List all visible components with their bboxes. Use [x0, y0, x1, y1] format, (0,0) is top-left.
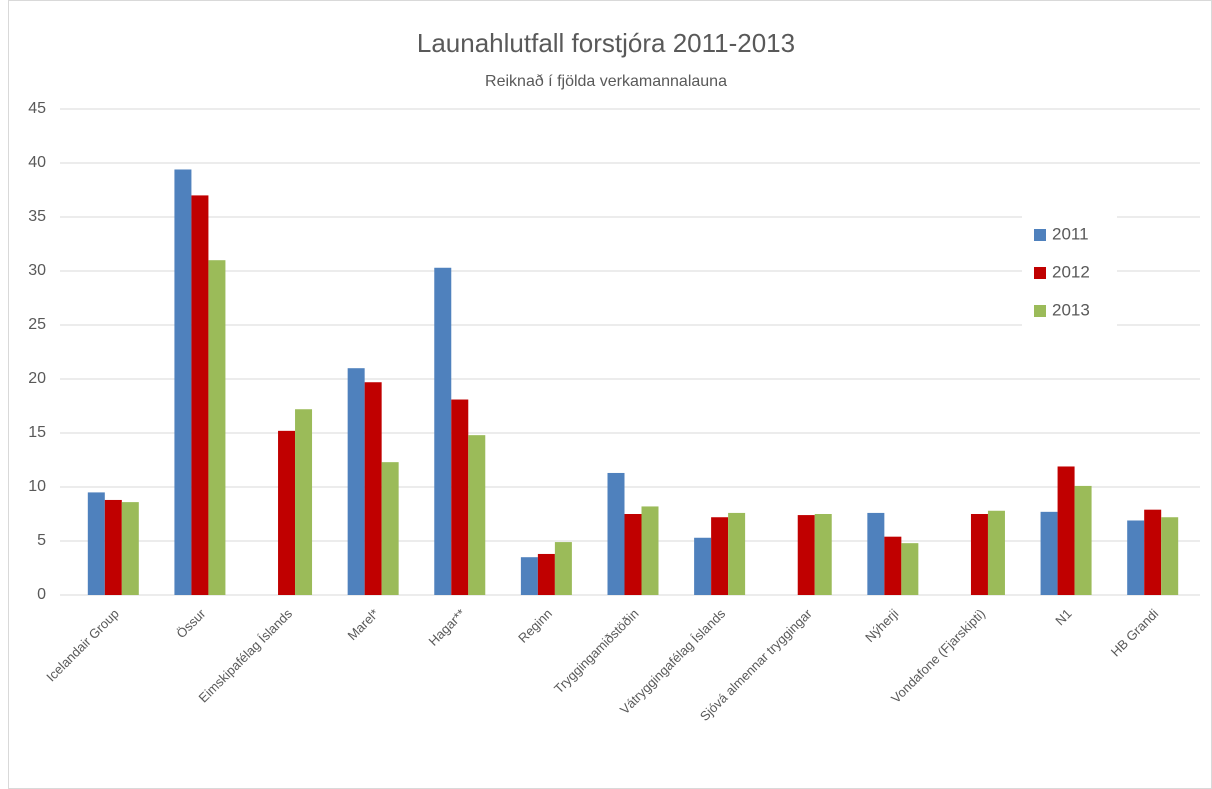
y-tick-label: 35: [28, 208, 46, 225]
bar: [797, 515, 815, 595]
bar: [87, 492, 105, 595]
legend-swatch: [1034, 229, 1046, 241]
y-tick-label: 15: [28, 424, 46, 441]
bar: [381, 462, 399, 595]
legend-label: 2011: [1052, 224, 1089, 243]
bar: [451, 399, 469, 595]
y-tick-label: 10: [28, 478, 46, 495]
bar: [121, 502, 139, 595]
bar: [1057, 466, 1075, 595]
bar: [537, 553, 555, 595]
bar: [104, 499, 122, 595]
legend-swatch: [1034, 305, 1046, 317]
bar: [1074, 485, 1092, 595]
bar: [728, 512, 746, 595]
bar: [694, 537, 712, 595]
chart-subtitle: Reiknað í fjölda verkamannalauna: [485, 73, 727, 90]
y-tick-label: 20: [28, 370, 46, 387]
bar: [884, 536, 902, 595]
bar: [1040, 511, 1058, 595]
bar: [295, 409, 313, 595]
bar: [278, 430, 296, 595]
y-tick-label: 0: [37, 586, 46, 603]
bar: [641, 506, 659, 595]
bar: [191, 195, 209, 595]
legend-swatch: [1034, 267, 1046, 279]
bar: [468, 435, 486, 595]
bar: [1127, 520, 1145, 595]
bar: [987, 510, 1005, 595]
legend-label: 2013: [1052, 300, 1090, 319]
bar: [867, 512, 885, 595]
bar: [1144, 509, 1162, 595]
y-tick-label: 45: [28, 100, 46, 117]
bar: [208, 260, 226, 595]
bar: [520, 557, 538, 595]
bar: [1161, 517, 1179, 595]
y-tick-label: 40: [28, 154, 46, 171]
chart-title: Launahlutfall forstjóra 2011-2013: [417, 28, 795, 58]
bar: [174, 169, 192, 596]
y-tick-label: 5: [37, 532, 46, 549]
bar: [711, 517, 729, 595]
bar: [347, 368, 365, 595]
bar: [554, 542, 572, 595]
bar: [970, 514, 988, 595]
bar: [814, 514, 832, 595]
legend-label: 2012: [1052, 262, 1090, 281]
bar: [434, 267, 452, 595]
bar: [364, 382, 382, 595]
bar: [607, 472, 625, 595]
y-tick-label: 30: [28, 262, 46, 279]
y-tick-label: 25: [28, 316, 46, 333]
bar: [901, 543, 919, 595]
bar: [624, 514, 642, 595]
